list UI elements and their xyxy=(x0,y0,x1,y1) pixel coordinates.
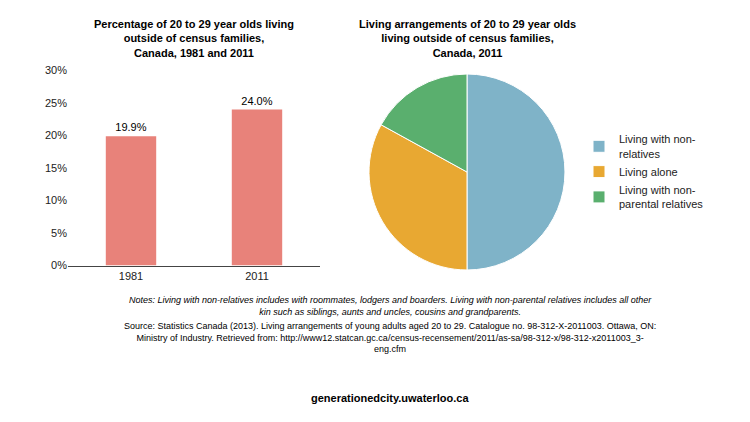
svg-text:25%: 25% xyxy=(45,97,67,109)
svg-text:Living alone: Living alone xyxy=(619,166,678,178)
svg-text:24.0%: 24.0% xyxy=(241,95,272,107)
svg-text:Source: Statistics Canada (201: Source: Statistics Canada (2013). Living… xyxy=(124,321,656,354)
svg-text:10%: 10% xyxy=(45,194,67,206)
svg-text:Living arrangements of 20 to 2: Living arrangements of 20 to 29 year old… xyxy=(359,18,576,59)
svg-text:30%: 30% xyxy=(45,64,67,76)
svg-text:Living with non-parental relat: Living with non-parental relatives xyxy=(619,184,703,210)
svg-text:2011: 2011 xyxy=(245,270,269,282)
svg-text:generationedcity.uwaterloo.ca: generationedcity.uwaterloo.ca xyxy=(311,392,469,404)
svg-text:15%: 15% xyxy=(45,162,67,174)
svg-text:1981: 1981 xyxy=(119,270,143,282)
svg-text:5%: 5% xyxy=(51,227,67,239)
svg-text:Living with non-relatives: Living with non-relatives xyxy=(619,133,696,159)
svg-text:20%: 20% xyxy=(45,129,67,141)
svg-text:19.9%: 19.9% xyxy=(115,121,146,133)
svg-text:Percentage of 20 to 29 year ol: Percentage of 20 to 29 year olds livingo… xyxy=(94,18,294,59)
svg-text:Notes: Living with non-relativ: Notes: Living with non-relatives include… xyxy=(129,295,652,317)
svg-text:0%: 0% xyxy=(51,259,67,271)
